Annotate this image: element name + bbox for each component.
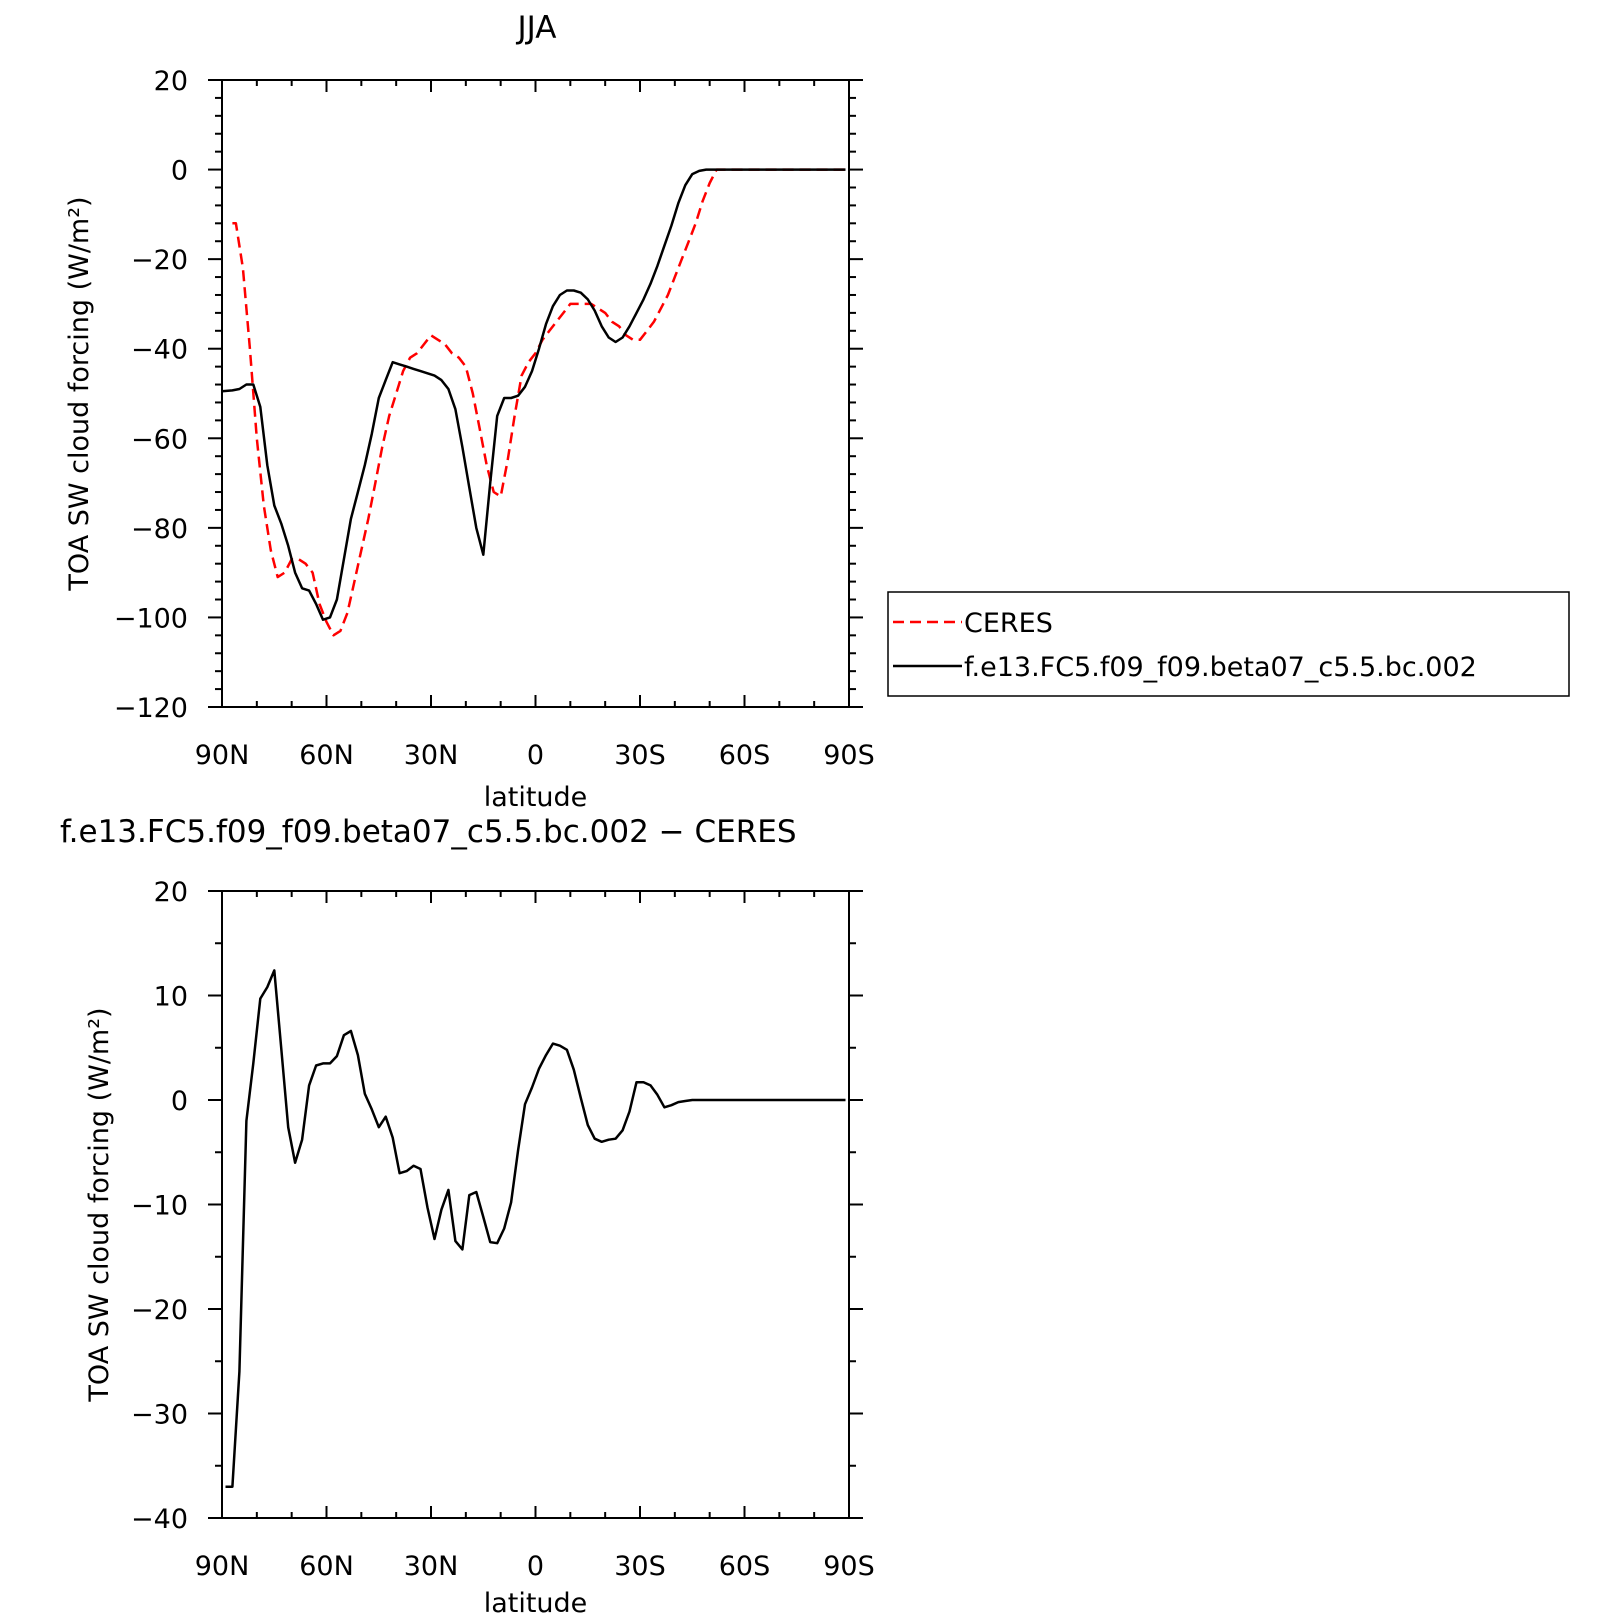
bottom-y-tick-label-m30: −30	[131, 1400, 188, 1431]
top-x-tick-label-90n: 90N	[195, 740, 250, 771]
top-y-tick-label-0: 0	[171, 156, 188, 187]
legend-label-ceres: CERES	[964, 608, 1053, 639]
top-y-tick-label-m120: −120	[114, 693, 188, 724]
bottom-plot-area	[208, 890, 863, 1519]
top-y-tick-label-m80: −80	[131, 514, 188, 545]
top-panel-title: JJA	[516, 10, 557, 46]
bottom-plot-frame	[221, 890, 850, 1519]
bottom-series-group	[225, 969, 846, 1488]
top-y-tick-label-m100: −100	[114, 603, 188, 634]
top-y-tick-label-20: 20	[154, 66, 188, 97]
bottom-series-line-diff	[225, 969, 846, 1488]
bottom-tick-marks	[208, 890, 863, 1519]
top-y-tick-label-m40: −40	[131, 335, 188, 366]
legend-box	[887, 591, 1570, 697]
top-series-group	[221, 168, 849, 637]
top-x-tick-label-90s: 90S	[823, 740, 875, 771]
top-x-tick-label-60n: 60N	[299, 740, 354, 771]
top-series-line-ceres	[232, 168, 849, 637]
legend-label-model: f.e13.FC5.f09_f09.beta07_c5.5.bc.002	[964, 652, 1477, 683]
bottom-x-axis-label: latitude	[484, 1588, 588, 1619]
top-plot-area	[208, 79, 863, 708]
top-x-tick-label-30n: 30N	[404, 740, 459, 771]
top-x-tick-label-30s: 30S	[614, 740, 666, 771]
top-x-tick-label-60s: 60S	[719, 740, 771, 771]
bottom-y-tick-labels: 20 10 0 −10 −20 −30 −40	[131, 877, 188, 1535]
bottom-x-tick-label-30n: 30N	[404, 1551, 459, 1582]
top-plot-frame	[221, 79, 850, 708]
top-series-line-model	[221, 168, 846, 621]
bottom-y-tick-label-20: 20	[154, 877, 188, 908]
bottom-x-tick-label-60n: 60N	[299, 1551, 354, 1582]
bottom-y-tick-label-m20: −20	[131, 1295, 188, 1326]
top-y-tick-label-m60: −60	[131, 424, 188, 455]
bottom-x-tick-label-0: 0	[527, 1551, 544, 1582]
top-x-axis-label: latitude	[484, 782, 588, 813]
top-y-tick-labels: 20 0 −20 −40 −60 −80 −100 −120	[114, 66, 188, 724]
top-tick-marks	[208, 79, 863, 708]
top-y-tick-label-m20: −20	[131, 245, 188, 276]
bottom-y-tick-label-m40: −40	[131, 1504, 188, 1535]
bottom-panel: f.e13.FC5.f09_f09.beta07_c5.5.bc.002 − C…	[60, 814, 875, 1619]
bottom-y-tick-label-0: 0	[171, 1086, 188, 1117]
bottom-x-tick-labels: 90N 60N 30N 0 30S 60S 90S	[195, 1551, 875, 1582]
top-x-tick-labels: 90N 60N 30N 0 30S 60S 90S	[195, 740, 875, 771]
legend: CERES f.e13.FC5.f09_f09.beta07_c5.5.bc.0…	[887, 591, 1570, 697]
bottom-y-tick-label-m10: −10	[131, 1191, 188, 1222]
bottom-x-tick-label-90n: 90N	[195, 1551, 250, 1582]
bottom-y-axis-label: TOA SW cloud forcing (W/m²)	[84, 1007, 115, 1402]
top-x-tick-label-0: 0	[527, 740, 544, 771]
bottom-x-tick-label-30s: 30S	[614, 1551, 666, 1582]
top-panel: JJA 90N 60N 30N 0 30S 60S 90S 20 0 −20 −…	[64, 10, 1570, 813]
bottom-panel-title: f.e13.FC5.f09_f09.beta07_c5.5.bc.002 − C…	[60, 814, 797, 850]
bottom-y-tick-label-10: 10	[154, 982, 188, 1013]
bottom-x-tick-label-60s: 60S	[719, 1551, 771, 1582]
bottom-x-tick-label-90s: 90S	[823, 1551, 875, 1582]
top-y-axis-label: TOA SW cloud forcing (W/m²)	[64, 196, 95, 591]
